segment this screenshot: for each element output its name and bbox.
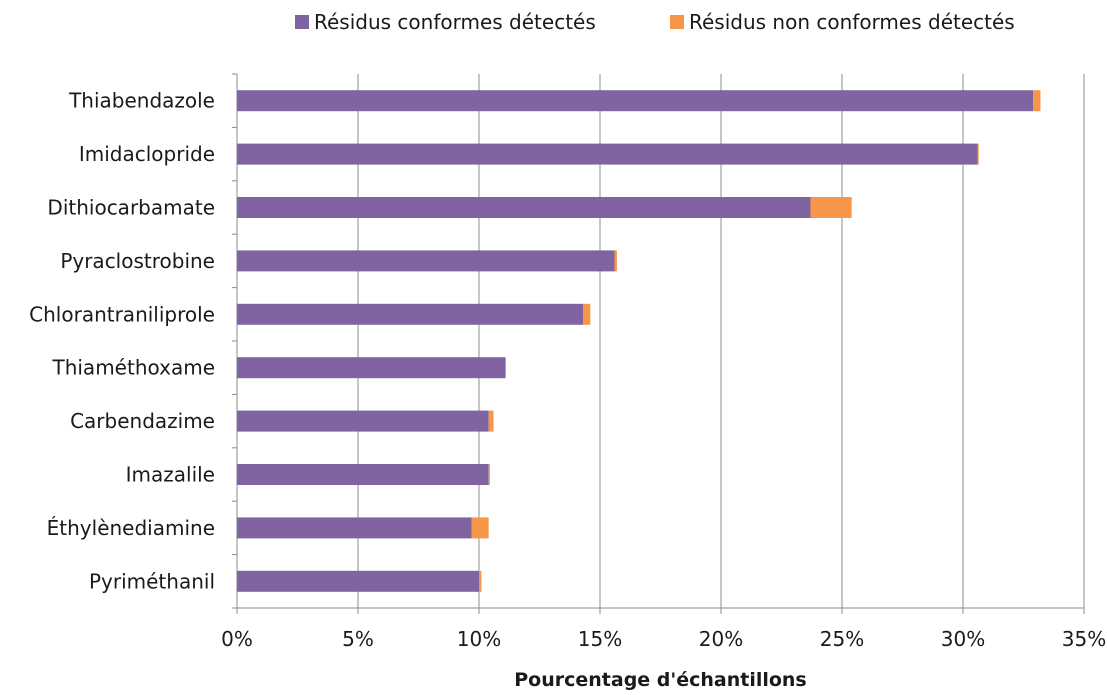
bar-non-conformes [488,410,494,432]
category-label: Imidaclopride [79,142,215,166]
bar-conformes [237,570,479,592]
x-tick-label: 30% [941,627,985,651]
bar-non-conformes [488,464,490,485]
category-label: Chlorantraniliprole [29,302,215,326]
bar-non-conformes [614,250,617,272]
bar-conformes [237,143,978,165]
bar-conformes [237,357,506,379]
category-label: Pyraclostrobine [60,249,215,273]
x-axis-title: Pourcentage d'échantillons [514,669,807,691]
category-label: Thiaméthoxame [51,356,215,380]
x-tick-labels: 0% 5% 10% 15% 20% 25% 30% 35% [221,627,1106,651]
category-label: Pyriméthanil [89,569,215,593]
category-label: Imazalile [126,463,215,487]
x-tick-label: 20% [699,627,743,651]
category-label: Éthylènediamine [47,516,215,540]
bar-conformes [237,197,811,218]
category-label: Carbendazime [70,409,215,433]
bar-non-conformes [583,303,591,325]
bars [237,90,1041,592]
legend: Résidus conformes détectés Résidus non c… [295,10,1015,34]
bar-non-conformes [471,517,489,539]
category-labels: Thiabendazole Imidaclopride Dithiocarbamat… [29,89,215,594]
bar-conformes [237,464,489,485]
category-label: Thiabendazole [68,89,215,113]
x-tick-label: 15% [578,627,622,651]
x-tick-label: 25% [820,627,864,651]
x-tick-label: 0% [221,627,253,651]
bar-conformes [237,303,584,325]
bar-conformes [237,517,472,539]
bar-non-conformes [479,570,482,592]
bar-conformes [237,90,1034,112]
x-tick-label: 35% [1062,627,1106,651]
x-tick-label: 5% [342,627,374,651]
bar-non-conformes [1033,90,1041,112]
x-tick-label: 10% [457,627,501,651]
legend-label-non-conformes: Résidus non conformes détectés [689,10,1015,34]
bar-non-conformes [977,143,979,165]
category-label: Dithiocarbamate [47,196,215,220]
legend-swatch-non-conformes [670,15,684,29]
legend-swatch-conformes [295,15,309,29]
legend-label-conformes: Résidus conformes détectés [314,10,596,34]
bar-conformes [237,410,489,432]
bar-conformes [237,250,615,272]
bar-non-conformes [810,197,852,218]
